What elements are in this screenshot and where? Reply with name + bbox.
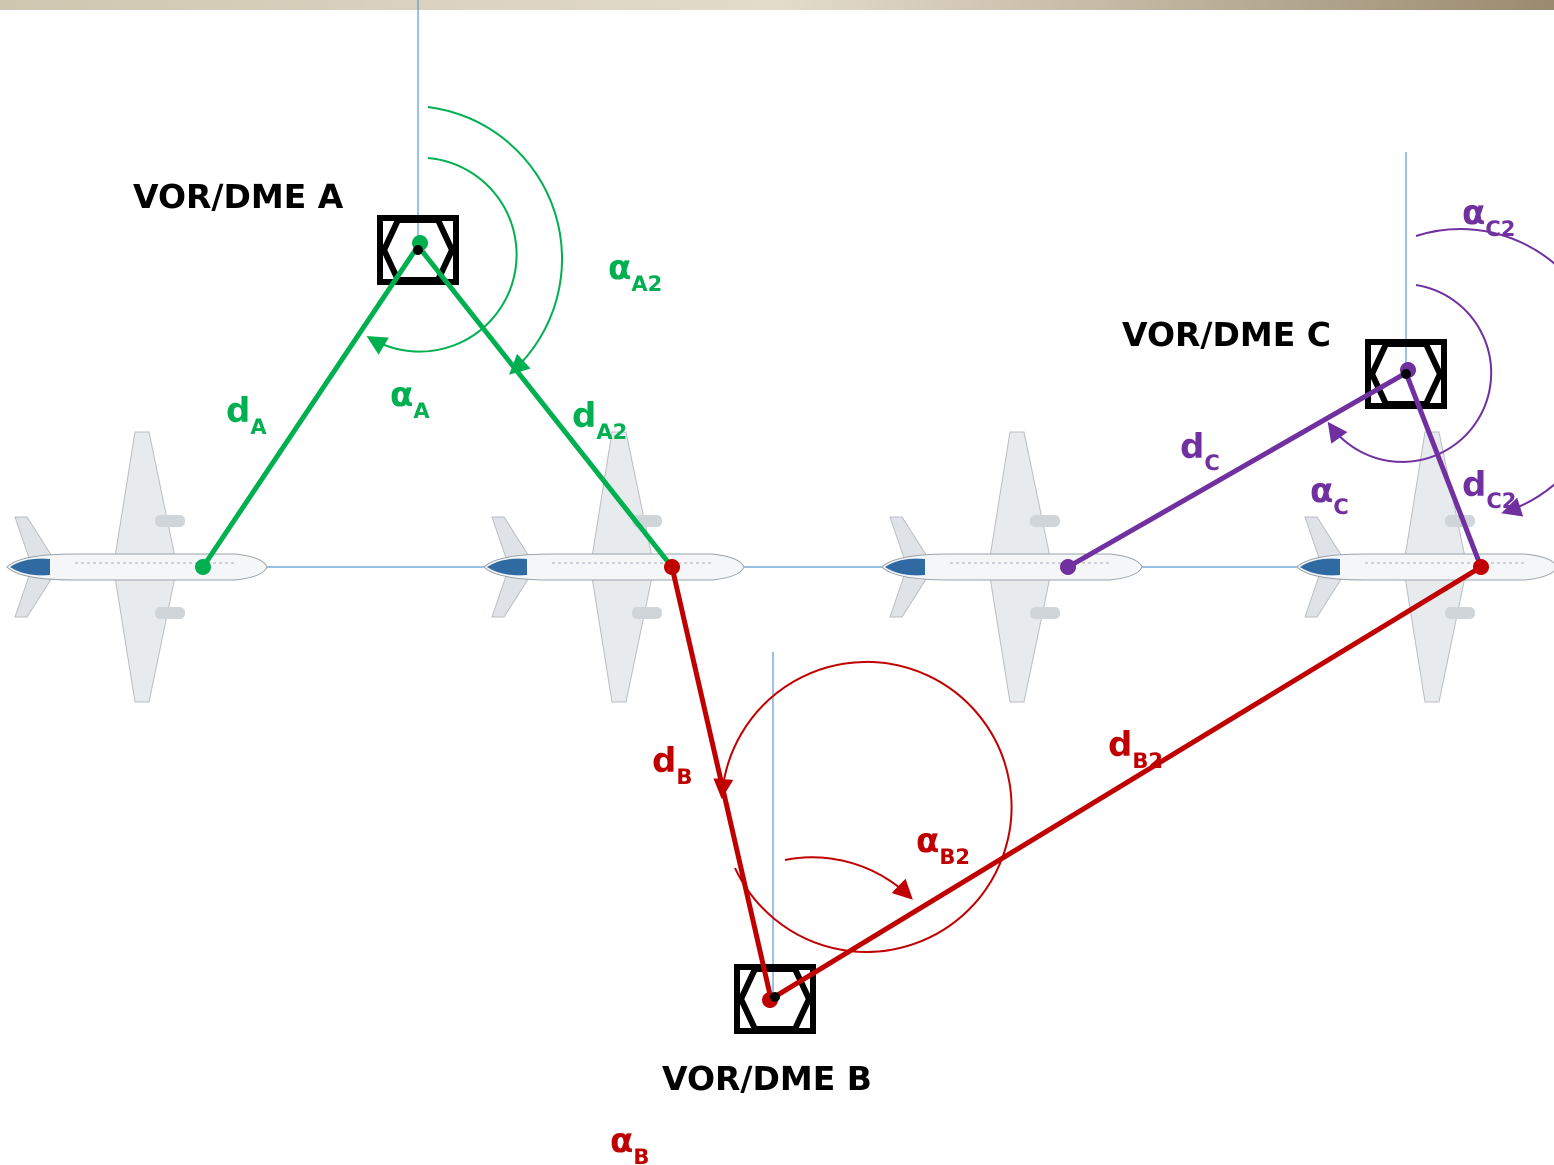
variable-label: dB: [652, 741, 692, 789]
symbol: α: [1310, 471, 1333, 511]
subscript: A2: [596, 420, 627, 444]
top-banner: [0, 0, 1554, 10]
variable-label: dC2: [1462, 465, 1516, 513]
symbol: d: [1462, 465, 1486, 505]
subscript: C2: [1486, 489, 1516, 513]
symbol: α: [610, 1121, 633, 1161]
symbol: d: [572, 396, 596, 436]
subscript: B2: [1132, 749, 1163, 773]
station-label: VOR/DME A: [133, 177, 344, 216]
subscript: C2: [1485, 217, 1515, 241]
variable-label: αC: [1310, 471, 1349, 519]
aircraft: [1297, 432, 1554, 702]
variable-label: αC2: [1462, 193, 1515, 241]
aircraft: [882, 432, 1142, 702]
subscript: A2: [631, 272, 662, 296]
distance-lines: [203, 246, 1481, 999]
symbol: α: [390, 375, 413, 415]
symbol: d: [226, 391, 250, 431]
variable-label: αB: [610, 1121, 649, 1165]
variable-label: dB2: [1108, 725, 1163, 773]
subscript: B2: [939, 845, 970, 869]
subscript: C: [1204, 451, 1219, 475]
subscript: B: [676, 765, 692, 789]
variable-label: αA2: [608, 248, 662, 296]
symbol: α: [916, 821, 939, 861]
subscript: A: [250, 415, 267, 439]
symbol: d: [652, 741, 676, 781]
variable-label: dA2: [572, 396, 627, 444]
reference-lines: [250, 0, 1480, 998]
variable-label: dA: [226, 391, 267, 439]
diagram: VOR/DME A VOR/DME B VOR/DME C dAαAdA2αA2…: [0, 0, 1554, 1165]
variable-label: αB2: [916, 821, 970, 869]
subscript: B: [633, 1145, 649, 1165]
variable-label: αA: [390, 375, 430, 423]
symbol: d: [1108, 725, 1132, 765]
station-label: VOR/DME B: [662, 1059, 872, 1098]
page: VOR/DME A VOR/DME B VOR/DME C dAαAdA2αA2…: [0, 0, 1554, 1165]
station-label: VOR/DME C: [1122, 315, 1331, 354]
aircraft: [484, 432, 744, 702]
angle-arcs: [370, 107, 562, 372]
symbol: α: [608, 248, 631, 288]
aircraft: [7, 432, 267, 702]
angle-arcs: [722, 662, 1012, 952]
symbol: d: [1180, 427, 1204, 467]
variable-label: dC: [1180, 427, 1220, 475]
symbol: α: [1462, 193, 1485, 233]
subscript: C: [1333, 495, 1348, 519]
subscript: A: [413, 399, 430, 423]
